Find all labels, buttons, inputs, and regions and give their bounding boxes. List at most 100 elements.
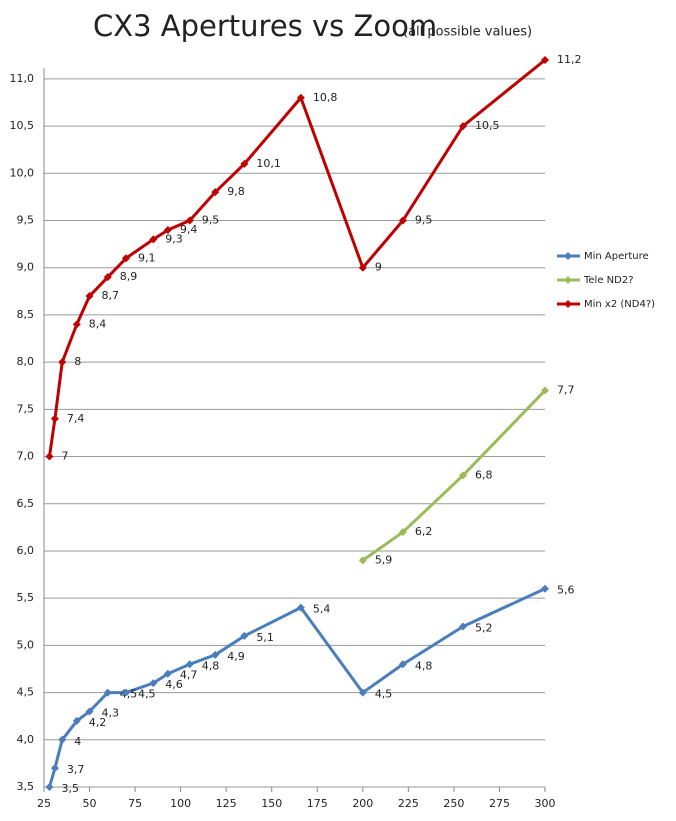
x-tick-label: 100 — [170, 797, 191, 810]
data-label: 3,5 — [61, 782, 79, 795]
chart-title: CX3 Apertures vs Zoom — [93, 9, 437, 43]
x-tick-label: 300 — [535, 797, 556, 810]
y-tick-label: 4,0 — [17, 733, 35, 746]
y-tick-label: 3,5 — [17, 780, 35, 793]
data-label: 9,8 — [227, 185, 245, 198]
data-point — [50, 764, 59, 773]
data-point — [85, 292, 94, 301]
x-tick-label: 275 — [489, 797, 510, 810]
y-tick-label: 5,5 — [17, 591, 35, 604]
data-point — [163, 669, 172, 678]
data-label: 10,5 — [475, 119, 500, 132]
y-tick-label: 6,0 — [17, 544, 35, 557]
legend-label: Min Aperture — [584, 251, 649, 262]
data-label: 5,4 — [313, 603, 331, 616]
data-point — [459, 622, 468, 631]
y-tick-label: 7,5 — [17, 402, 35, 415]
data-label: 4,5 — [120, 688, 138, 701]
data-point — [149, 679, 158, 688]
legend-label: Tele ND2? — [583, 275, 634, 286]
data-point — [296, 93, 305, 102]
data-point — [211, 188, 220, 197]
y-tick-label: 9,5 — [17, 214, 35, 227]
data-label: 9 — [375, 261, 382, 274]
data-point — [296, 603, 305, 612]
data-point — [149, 235, 158, 244]
data-label: 4,9 — [227, 650, 245, 663]
data-point — [72, 716, 81, 725]
data-label: 4,5 — [138, 688, 156, 701]
data-label: 3,7 — [67, 763, 85, 776]
x-tick-label: 75 — [128, 797, 142, 810]
data-label: 9,5 — [415, 214, 433, 227]
x-tick-label: 225 — [398, 797, 419, 810]
data-point — [358, 688, 367, 697]
x-tick-label: 50 — [83, 797, 97, 810]
data-point — [103, 273, 112, 282]
data-label: 4 — [74, 735, 81, 748]
data-label: 7,4 — [67, 412, 85, 425]
data-point — [398, 660, 407, 669]
data-point — [240, 631, 249, 640]
data-label: 4,8 — [415, 659, 433, 672]
y-tick-label: 11,0 — [10, 72, 35, 85]
legend-marker — [564, 276, 572, 284]
y-tick-label: 7,0 — [17, 450, 35, 463]
data-point — [185, 216, 194, 225]
data-label: 5,6 — [557, 584, 575, 597]
data-point — [185, 660, 194, 669]
data-point — [45, 783, 54, 791]
data-label: 5,2 — [475, 621, 493, 634]
data-point — [358, 263, 367, 272]
data-label: 8,9 — [120, 270, 138, 283]
data-label: 9,3 — [165, 232, 183, 245]
data-label: 5,1 — [256, 631, 274, 644]
data-point — [121, 688, 130, 697]
data-label: 4,7 — [180, 669, 198, 682]
data-point — [459, 471, 468, 480]
data-point — [240, 159, 249, 168]
y-tick-label: 4,5 — [17, 686, 35, 699]
legend-label: Min x2 (ND4?) — [584, 299, 655, 310]
data-label: 4,2 — [89, 716, 107, 729]
x-tick-label: 175 — [307, 797, 328, 810]
data-label: 9,4 — [180, 223, 198, 236]
data-point — [50, 414, 59, 423]
data-label: 8,4 — [89, 317, 107, 330]
data-label: 7 — [61, 450, 68, 463]
data-point — [103, 688, 112, 697]
y-tick-label: 6,5 — [17, 497, 35, 510]
data-label: 6,2 — [415, 525, 433, 538]
data-point — [398, 216, 407, 225]
legend-marker — [564, 300, 572, 308]
data-label: 6,8 — [475, 468, 493, 481]
data-point — [121, 254, 130, 263]
legend-marker — [564, 252, 572, 260]
x-tick-label: 150 — [261, 797, 282, 810]
data-label: 8 — [74, 355, 81, 368]
data-point — [358, 556, 367, 565]
y-tick-label: 10,0 — [10, 166, 35, 179]
data-label: 4,3 — [102, 706, 120, 719]
data-point — [58, 358, 67, 367]
data-point — [459, 122, 468, 131]
data-label: 9,1 — [138, 251, 156, 264]
data-label: 4,5 — [375, 688, 393, 701]
data-point — [541, 386, 549, 395]
data-label: 11,2 — [557, 53, 582, 66]
series-line — [361, 389, 547, 562]
data-label: 4,6 — [165, 678, 183, 691]
y-tick-label: 9,0 — [17, 261, 35, 274]
data-label: 8,7 — [102, 289, 120, 302]
y-tick-label: 5,0 — [17, 638, 35, 651]
data-label: 4,8 — [202, 659, 220, 672]
y-tick-label: 10,5 — [10, 119, 35, 132]
data-label: 10,1 — [256, 157, 281, 170]
data-label: 10,8 — [313, 91, 338, 104]
y-tick-label: 8,5 — [17, 308, 35, 321]
data-label: 9,5 — [202, 214, 220, 227]
x-tick-label: 125 — [216, 797, 237, 810]
data-point — [58, 735, 67, 744]
chart-subtitle: (all possible values) — [403, 25, 532, 40]
